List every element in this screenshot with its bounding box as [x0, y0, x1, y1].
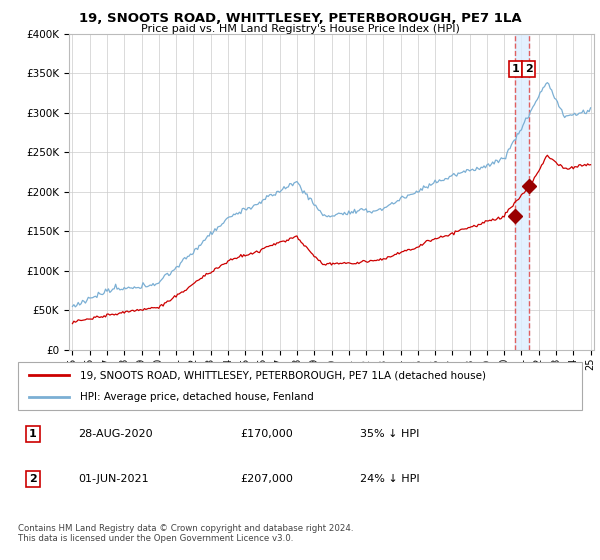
- Text: 1: 1: [29, 429, 37, 439]
- Text: 1: 1: [512, 64, 519, 74]
- Text: 19, SNOOTS ROAD, WHITTLESEY, PETERBOROUGH, PE7 1LA (detached house): 19, SNOOTS ROAD, WHITTLESEY, PETERBOROUG…: [80, 370, 486, 380]
- Bar: [515, 34, 529, 350]
- Text: Contains HM Land Registry data © Crown copyright and database right 2024.
This d: Contains HM Land Registry data © Crown c…: [18, 524, 353, 543]
- Text: £207,000: £207,000: [240, 474, 293, 484]
- Text: 24% ↓ HPI: 24% ↓ HPI: [360, 474, 419, 484]
- Text: 2: 2: [525, 64, 533, 74]
- Text: 35% ↓ HPI: 35% ↓ HPI: [360, 429, 419, 439]
- Text: Price paid vs. HM Land Registry's House Price Index (HPI): Price paid vs. HM Land Registry's House …: [140, 24, 460, 34]
- Text: HPI: Average price, detached house, Fenland: HPI: Average price, detached house, Fenl…: [80, 392, 314, 402]
- FancyBboxPatch shape: [18, 362, 582, 410]
- Text: 19, SNOOTS ROAD, WHITTLESEY, PETERBOROUGH, PE7 1LA: 19, SNOOTS ROAD, WHITTLESEY, PETERBOROUG…: [79, 12, 521, 25]
- Text: 28-AUG-2020: 28-AUG-2020: [78, 429, 152, 439]
- Text: 01-JUN-2021: 01-JUN-2021: [78, 474, 149, 484]
- Text: £170,000: £170,000: [240, 429, 293, 439]
- Text: 2: 2: [29, 474, 37, 484]
